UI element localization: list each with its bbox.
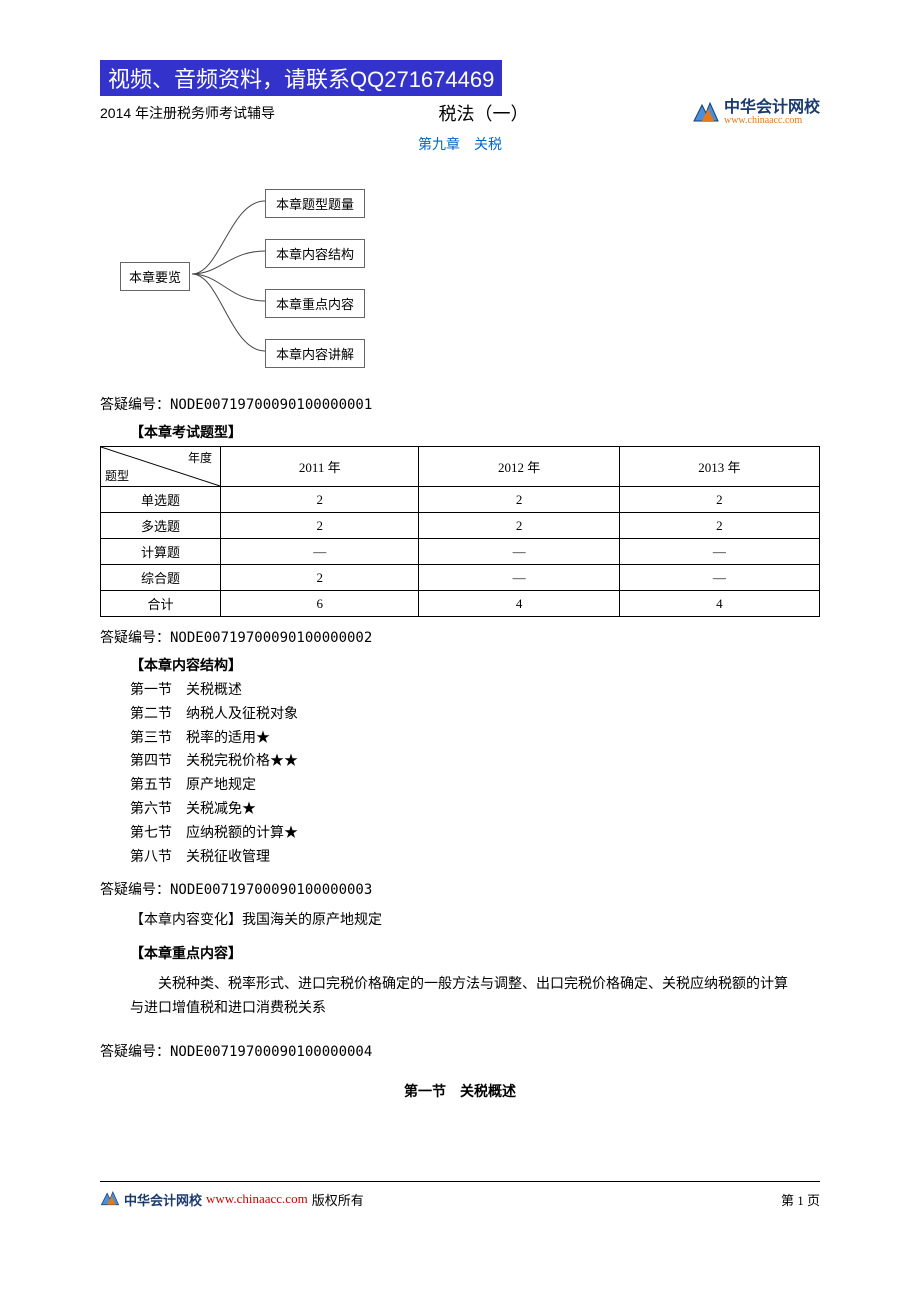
- year-header-1: 2012 年: [419, 447, 619, 487]
- mindmap-diagram: 本章要览 本章题型题量本章内容结构本章重点内容本章内容讲解: [120, 184, 820, 364]
- mindmap-child-node: 本章题型题量: [265, 189, 365, 218]
- table-cell: 2: [221, 565, 419, 591]
- table-row: 计算题———: [101, 539, 820, 565]
- table-cell: 2: [221, 487, 419, 513]
- page-header: 2014 年注册税务师考试辅导 税法（一） 中华会计网校 www.chinaac…: [100, 100, 820, 126]
- exam-type-table: 年度 题型 2011 年 2012 年 2013 年 单选题222多选题222计…: [100, 446, 820, 617]
- year-header-2: 2013 年: [619, 447, 819, 487]
- header-center-title: 税法（一）: [275, 100, 692, 126]
- table-row: 多选题222: [101, 513, 820, 539]
- qa-code-3: 答疑编号：NODE00719700090100000003: [100, 879, 820, 899]
- table-row: 合计644: [101, 591, 820, 617]
- table-cell: —: [619, 539, 819, 565]
- page-number: 第 1 页: [781, 1190, 820, 1209]
- toc-item: 第五节 原产地规定: [130, 774, 820, 798]
- table-cell: 2: [419, 513, 619, 539]
- table-cell: 4: [619, 591, 819, 617]
- qa-code-2: 答疑编号：NODE00719700090100000002: [100, 627, 820, 647]
- mindmap-child-node: 本章重点内容: [265, 289, 365, 318]
- table-cell: —: [619, 565, 819, 591]
- table-cell: —: [221, 539, 419, 565]
- mindmap-child-node: 本章内容讲解: [265, 339, 365, 368]
- table-diag-header: 年度 题型: [101, 447, 221, 487]
- mindmap-child-node: 本章内容结构: [265, 239, 365, 268]
- section-1-title: 第一节 关税概述: [100, 1081, 820, 1101]
- footer-brand: 中华会计网校: [124, 1190, 202, 1209]
- year-header-0: 2011 年: [221, 447, 419, 487]
- chapter-title: 第九章 关税: [100, 134, 820, 154]
- qa-code-4: 答疑编号：NODE00719700090100000004: [100, 1041, 820, 1061]
- row-label: 计算题: [101, 539, 221, 565]
- toc-item: 第三节 税率的适用★: [130, 727, 820, 751]
- toc-item: 第四节 关税完税价格★★: [130, 750, 820, 774]
- toc-item: 第二节 纳税人及征税对象: [130, 703, 820, 727]
- footer-copyright: 版权所有: [312, 1190, 364, 1209]
- row-label: 综合题: [101, 565, 221, 591]
- header-left-text: 2014 年注册税务师考试辅导: [100, 103, 275, 123]
- row-label: 合计: [101, 591, 221, 617]
- keypoints-text: 关税种类、税率形式、进口完税价格确定的一般方法与调整、出口完税价格确定、关税应纳…: [100, 973, 820, 1021]
- table-cell: —: [419, 565, 619, 591]
- table-cell: 2: [619, 513, 819, 539]
- table-cell: 2: [419, 487, 619, 513]
- footer-url: www.chinaacc.com: [206, 1191, 308, 1207]
- logo-brand-name: 中华会计网校: [724, 100, 820, 116]
- table-row: 单选题222: [101, 487, 820, 513]
- toc-item: 第七节 应纳税额的计算★: [130, 822, 820, 846]
- changes-text: 【本章内容变化】我国海关的原产地规定: [130, 909, 820, 933]
- table-cell: —: [419, 539, 619, 565]
- logo-url: www.chinaacc.com: [724, 116, 820, 126]
- table-cell: 4: [419, 591, 619, 617]
- diag-bottom-label: 题型: [105, 467, 129, 484]
- table-cell: 6: [221, 591, 419, 617]
- toc-item: 第一节 关税概述: [130, 679, 820, 703]
- qa-code-1: 答疑编号：NODE00719700090100000001: [100, 394, 820, 414]
- row-label: 单选题: [101, 487, 221, 513]
- table-cell: 2: [619, 487, 819, 513]
- toc-list: 第一节 关税概述第二节 纳税人及征税对象第三节 税率的适用★第四节 关税完税价格…: [130, 679, 820, 869]
- toc-heading: 【本章内容结构】: [130, 655, 820, 675]
- table-row: 综合题2——: [101, 565, 820, 591]
- diag-top-label: 年度: [188, 449, 212, 466]
- table-header-row: 年度 题型 2011 年 2012 年 2013 年: [101, 447, 820, 487]
- mindmap-root-node: 本章要览: [120, 262, 190, 291]
- logo-icon: [692, 101, 720, 125]
- page-footer: 中华会计网校 www.chinaacc.com 版权所有 第 1 页: [100, 1181, 820, 1209]
- toc-item: 第八节 关税征收管理: [130, 846, 820, 870]
- exam-table-heading: 【本章考试题型】: [130, 422, 820, 442]
- footer-logo-icon: [100, 1190, 120, 1208]
- row-label: 多选题: [101, 513, 221, 539]
- table-cell: 2: [221, 513, 419, 539]
- brand-logo: 中华会计网校 www.chinaacc.com: [692, 100, 820, 126]
- contact-banner: 视频、音频资料，请联系QQ271674469: [100, 60, 502, 96]
- footer-left: 中华会计网校 www.chinaacc.com 版权所有: [100, 1190, 364, 1209]
- keypoints-heading: 【本章重点内容】: [130, 943, 820, 963]
- toc-item: 第六节 关税减免★: [130, 798, 820, 822]
